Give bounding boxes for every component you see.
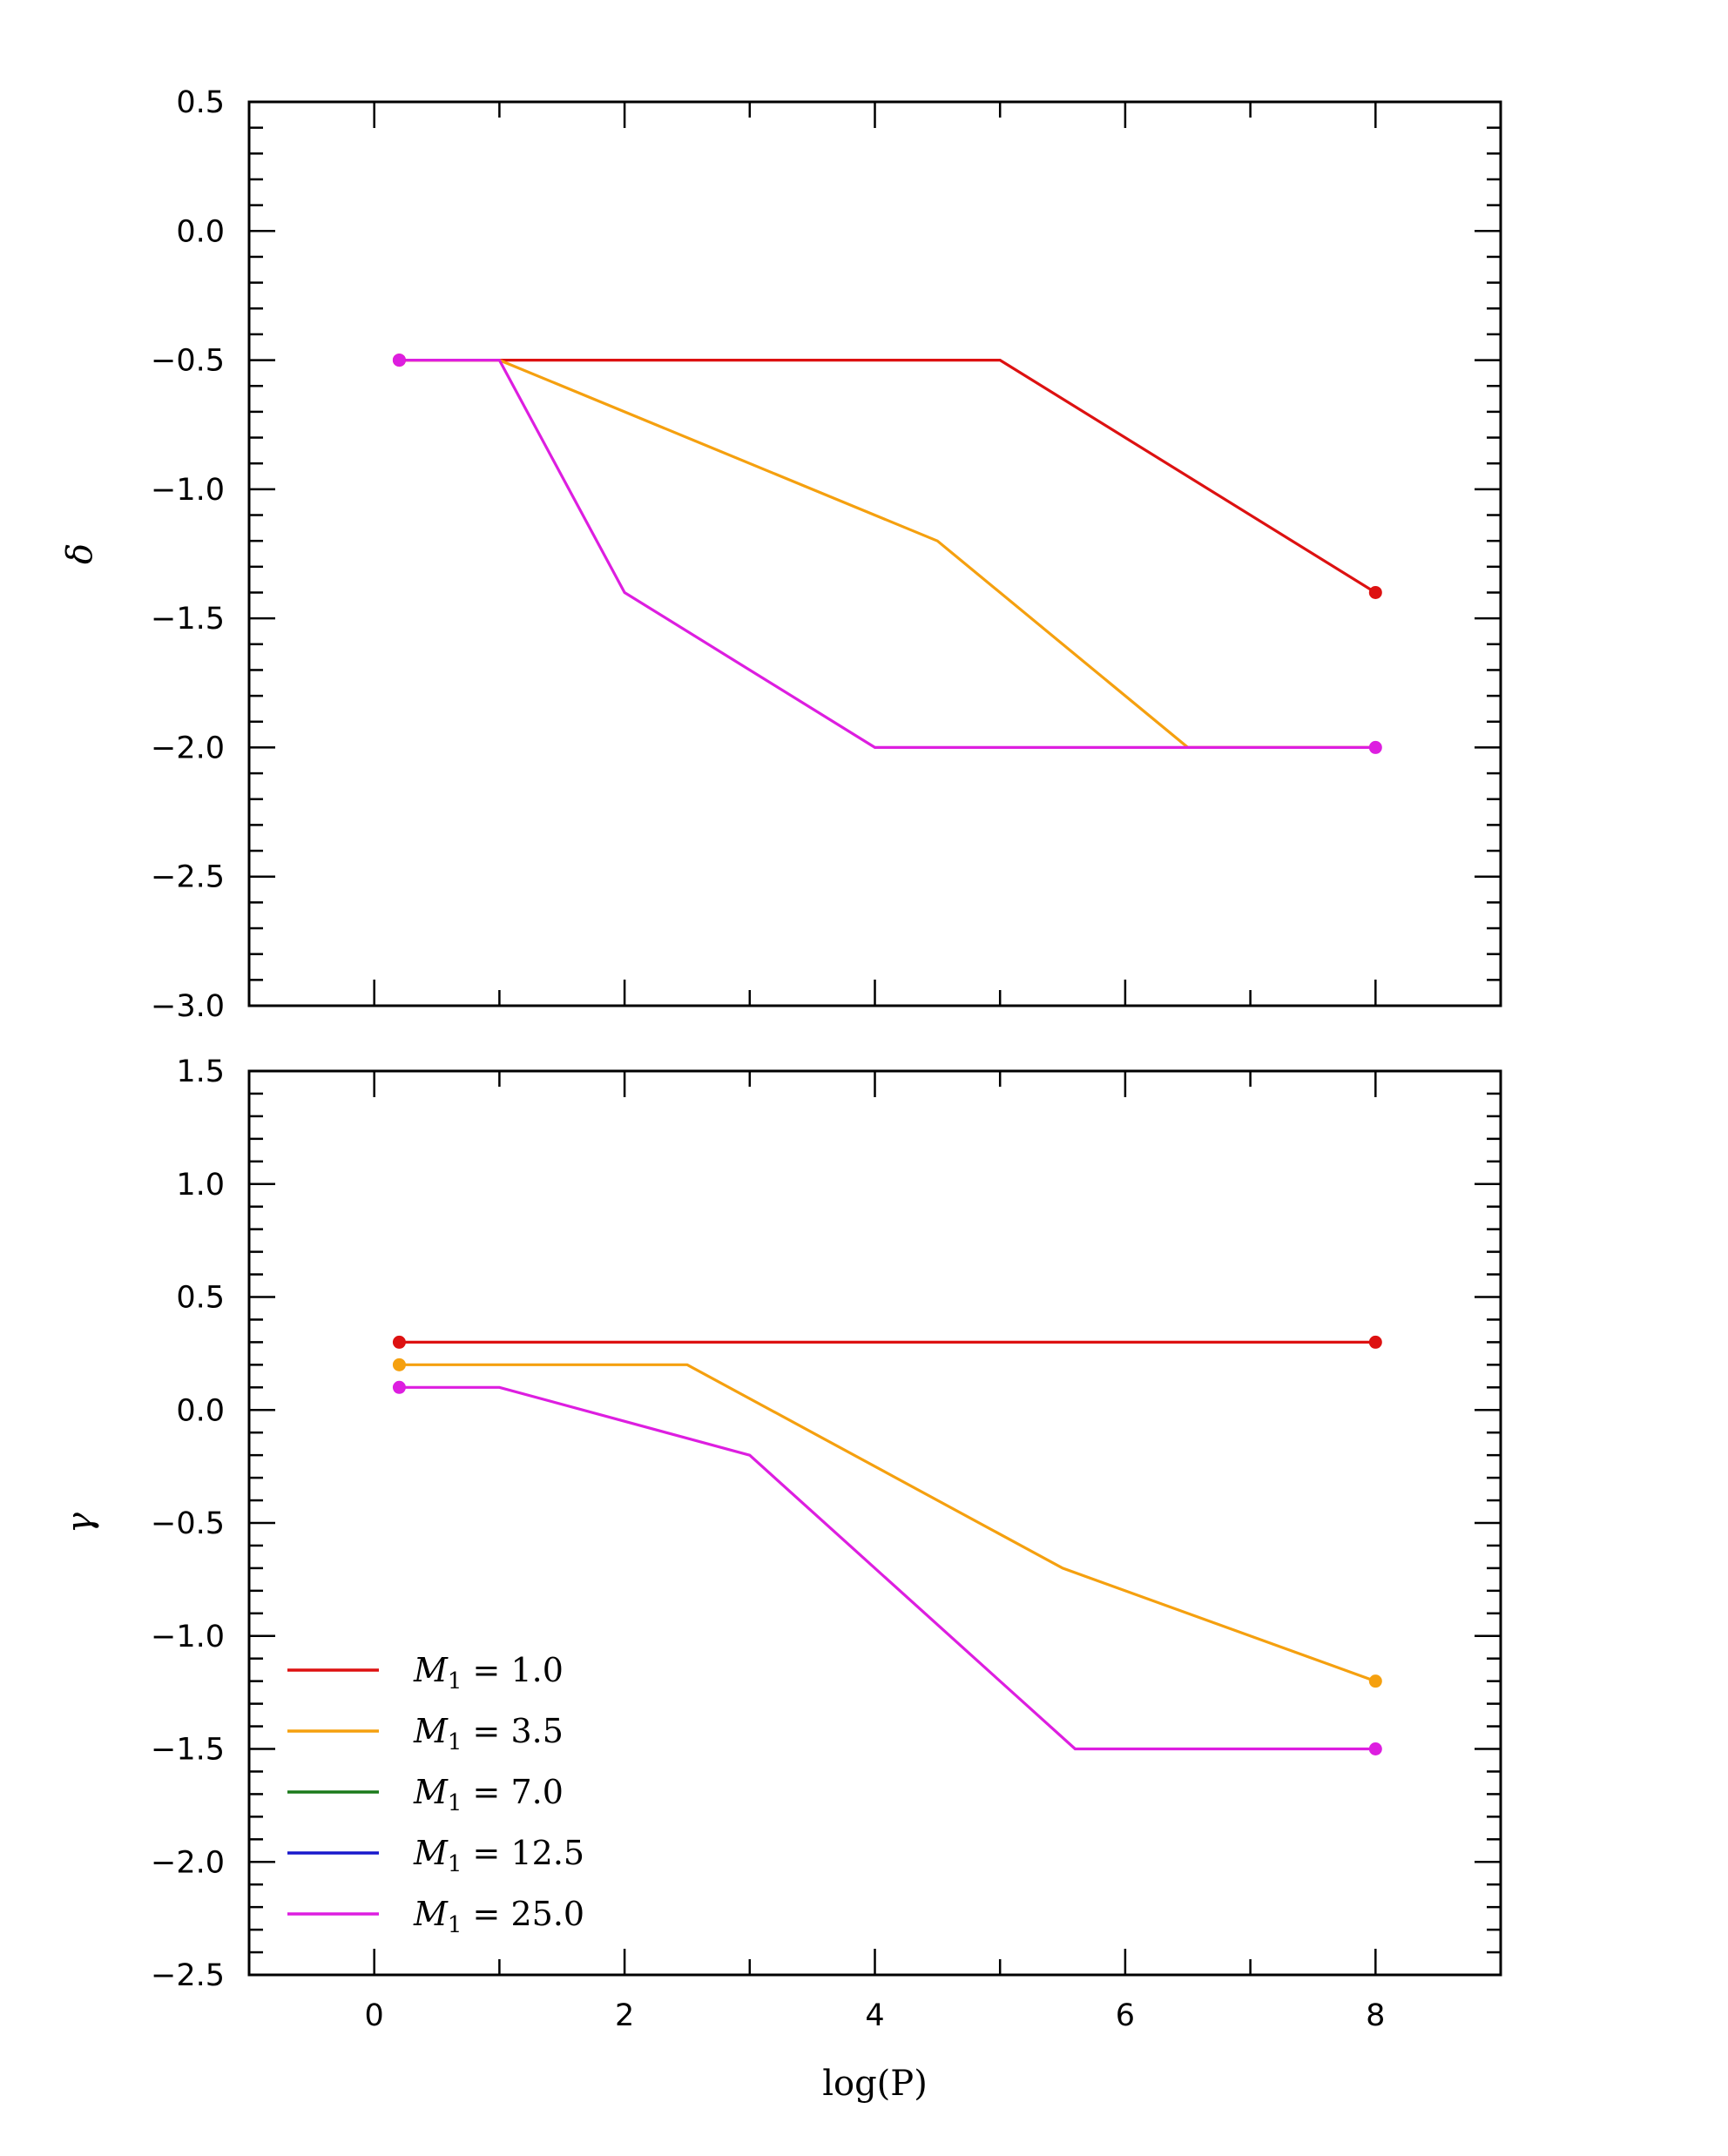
series-point [392,354,406,367]
y-tick-label: 1.5 [176,1054,225,1089]
series-point [392,1335,406,1349]
y-tick-label: −0.5 [151,1506,225,1541]
y-tick-label: 1.0 [176,1168,225,1203]
y-tick-label: −1.5 [151,602,225,637]
x-tick-label: 6 [1116,1998,1135,2033]
series-line [399,1363,1376,1683]
series-point [392,1380,406,1394]
series-point [1368,585,1382,599]
series-point [1368,1674,1382,1688]
y-axis-label: δ [60,543,100,564]
x-tick-label: 2 [615,1998,634,2033]
series-line [399,359,1376,750]
x-tick-label: 8 [1366,1998,1385,2033]
y-tick-label: −2.5 [151,860,225,895]
legend-label: M1 = 12.5 [413,1834,584,1877]
series-point [1368,1335,1382,1349]
series-line [399,1385,1376,1751]
gamma-panel: 1.5 1.0 0.5 0.0 −0.5 −1.0 −1.5 −2.0 −2.5 0 2 4 6 8 γ lo… [60,1054,1502,2104]
y-tick-label: 0.0 [176,214,225,249]
delta-panel: 0.5 0.0 −0.5 −1.0 −1.5 −2.0 −2.5 −3.0 δ [60,85,1502,1024]
legend-label: M1 = 25.0 [413,1895,584,1938]
y-tick-label: −3.0 [151,989,225,1024]
y-tick-label: −0.5 [151,344,225,379]
x-tick-label: 0 [365,1998,384,2033]
legend-label: M1 = 1.0 [413,1651,564,1694]
y-tick-label: 0.5 [176,85,225,120]
y-tick-label: −1.0 [151,473,225,508]
x-tick-label: 4 [865,1998,884,2033]
x-axis-label: log(P) [822,2064,928,2104]
y-axis-label: γ [60,1513,100,1533]
y-tick-label: 0.5 [176,1281,225,1316]
legend-label: M1 = 3.5 [413,1712,564,1755]
series-point [392,1358,406,1371]
y-tick-label: −2.0 [151,731,225,765]
y-tick-label: −1.0 [151,1620,225,1654]
y-tick-label: −1.5 [151,1733,225,1768]
series-point [1368,740,1382,754]
series-line [399,359,1376,750]
y-tick-label: −2.0 [151,1845,225,1880]
series-point [1368,1742,1382,1755]
legend-label: M1 = 7.0 [413,1773,564,1816]
y-tick-label: 0.0 [176,1393,225,1428]
series-line [399,359,1377,594]
y-tick-label: −2.5 [151,1958,225,1993]
